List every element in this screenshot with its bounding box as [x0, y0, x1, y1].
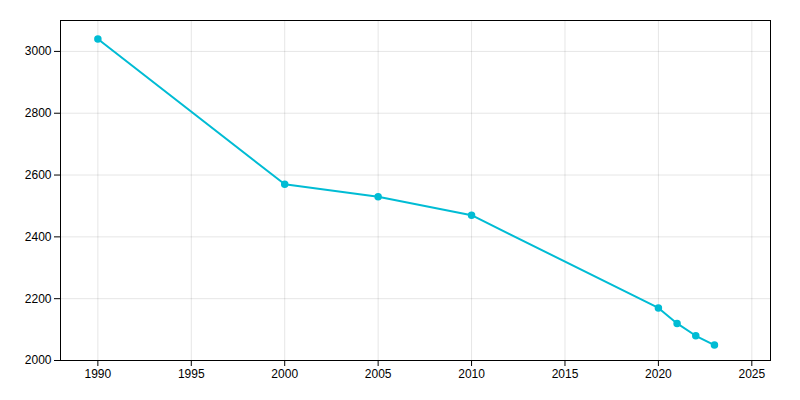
- svg-text:2025: 2025: [738, 367, 765, 381]
- svg-text:2400: 2400: [25, 230, 52, 244]
- svg-text:2010: 2010: [458, 367, 485, 381]
- svg-text:2020: 2020: [645, 367, 672, 381]
- svg-text:2800: 2800: [25, 106, 52, 120]
- svg-text:2600: 2600: [25, 168, 52, 182]
- svg-text:2015: 2015: [552, 367, 579, 381]
- svg-text:3000: 3000: [25, 44, 52, 58]
- svg-text:1990: 1990: [85, 367, 112, 381]
- svg-text:2000: 2000: [25, 353, 52, 367]
- svg-text:2200: 2200: [25, 292, 52, 306]
- svg-text:2000: 2000: [271, 367, 298, 381]
- svg-text:2005: 2005: [365, 367, 392, 381]
- svg-text:1995: 1995: [178, 367, 205, 381]
